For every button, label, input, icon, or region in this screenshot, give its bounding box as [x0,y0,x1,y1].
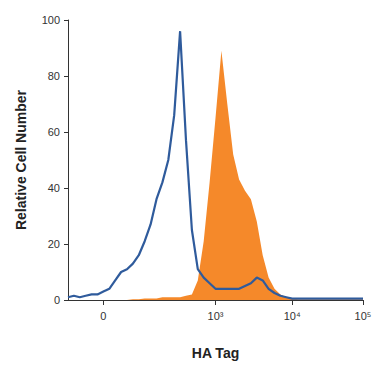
svg-text:Relative Cell Number: Relative Cell Number [13,89,29,230]
svg-text:0: 0 [100,310,106,322]
svg-text:40: 40 [48,182,60,194]
svg-text:80: 80 [48,70,60,82]
svg-text:100: 100 [42,14,60,26]
svg-text:10³: 10³ [208,310,224,322]
svg-text:20: 20 [48,238,60,250]
svg-text:HA Tag: HA Tag [192,345,239,361]
svg-text:10⁵: 10⁵ [355,310,372,322]
svg-text:0: 0 [54,294,60,306]
svg-text:60: 60 [48,126,60,138]
svg-text:10⁴: 10⁴ [284,310,301,322]
